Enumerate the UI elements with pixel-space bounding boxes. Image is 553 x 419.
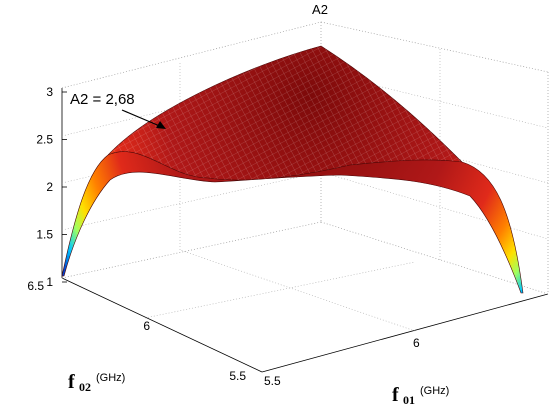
box-edge <box>61 221 322 279</box>
box-edge <box>320 221 549 295</box>
box-edge <box>61 21 322 89</box>
annotation-arrow <box>121 109 163 128</box>
grid-line <box>144 261 416 319</box>
peak-annotation: A2 = 2,68 <box>70 91 166 129</box>
z-tick-label: 2.5 <box>36 133 53 147</box>
z-ticks: 1 1.5 2 2.5 3 <box>36 85 67 289</box>
x-axis-line <box>261 293 549 373</box>
x-axis-label: f 01 (GHz) <box>392 384 449 407</box>
x-tick-label: 6 <box>413 336 420 350</box>
grid-line <box>179 249 416 332</box>
grid-line <box>61 171 322 231</box>
x-tick-label: 5.5 <box>264 374 281 388</box>
svg-text:02: 02 <box>79 380 91 394</box>
box-edge <box>320 21 549 73</box>
grid-line <box>320 171 549 240</box>
annotation-label: A2 = 2,68 <box>70 91 135 108</box>
svg-text:f: f <box>392 384 399 406</box>
y-tick-label: 6 <box>143 319 150 333</box>
svg-text:f: f <box>68 371 75 393</box>
svg-text:(GHz): (GHz) <box>96 372 125 384</box>
annotation-arrowhead <box>156 121 166 129</box>
surface-mesh <box>61 45 524 294</box>
svg-text:(GHz): (GHz) <box>420 385 449 397</box>
z-tick-label: 1 <box>46 275 53 289</box>
y-tick-label: 6.5 <box>27 279 44 293</box>
z-tick-label: 1.5 <box>36 228 53 242</box>
y-axis-label: f 02 (GHz) <box>68 371 125 394</box>
z-tick-label: 3 <box>46 85 53 99</box>
y-tick-label: 5.5 <box>229 369 246 383</box>
svg-text:01: 01 <box>403 393 415 407</box>
y-axis-line <box>61 277 263 373</box>
z-tick-label: 2 <box>46 180 53 194</box>
surface-grid <box>108 46 462 181</box>
chart-title: A2 <box>312 2 328 17</box>
